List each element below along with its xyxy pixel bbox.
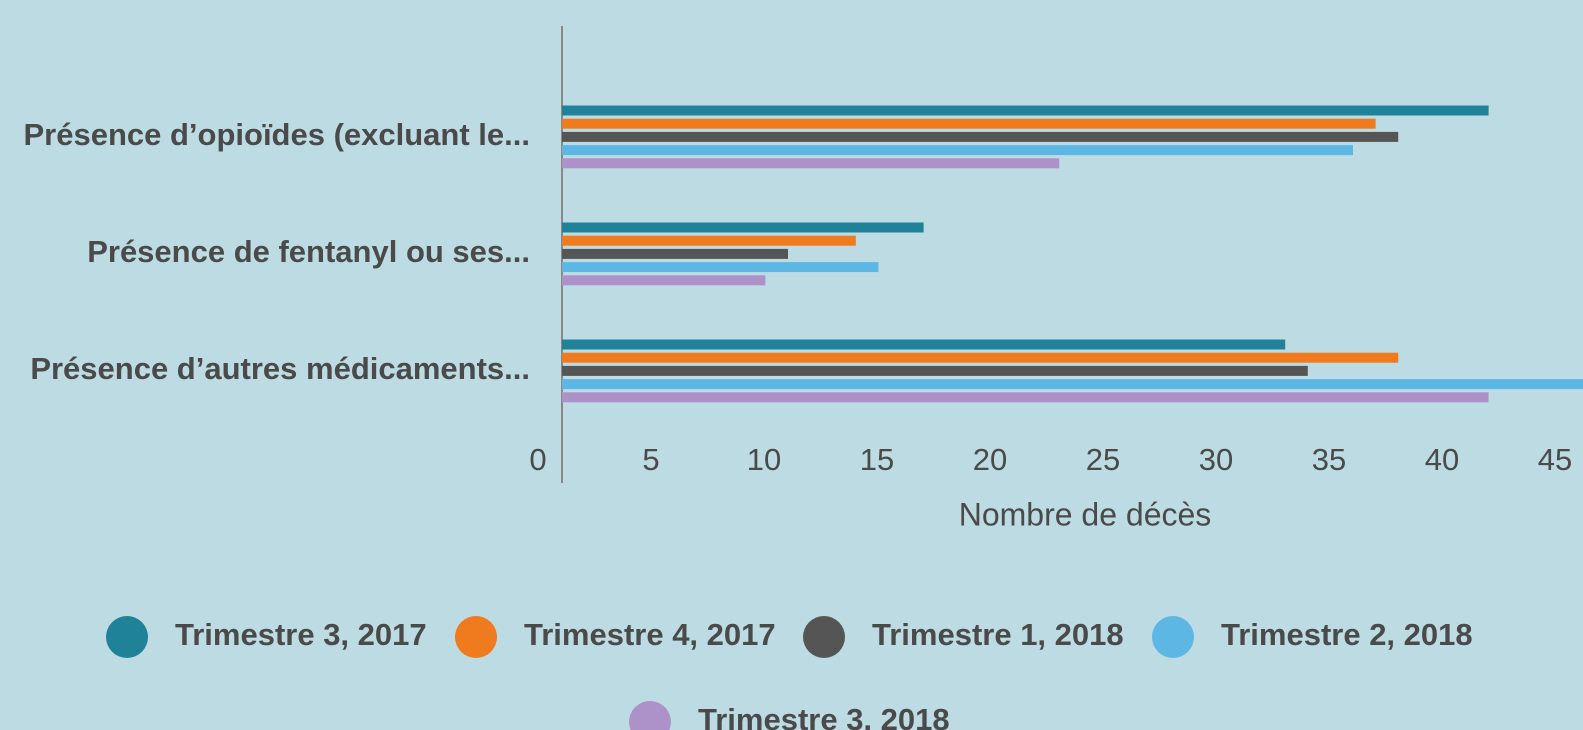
- x-tick-label: 15: [860, 442, 894, 477]
- y-tick-label: Présence de fentanyl ou ses...: [87, 234, 530, 269]
- y-tick-label: Présence d’opioïdes (excluant le...: [23, 117, 530, 152]
- bar: [562, 352, 1399, 363]
- bar: [562, 105, 1489, 116]
- legend-label: Trimestre 1, 2018: [872, 617, 1124, 652]
- bar: [562, 262, 879, 273]
- legend-swatch: [629, 701, 671, 730]
- legend-swatch: [455, 616, 497, 658]
- x-tick-label: 25: [1086, 442, 1120, 477]
- bar: [562, 145, 1353, 156]
- x-tick-label: 30: [1199, 442, 1233, 477]
- legend-label: Trimestre 3, 2018: [698, 702, 950, 730]
- x-tick-label: 0: [529, 442, 546, 477]
- bar: [562, 131, 1399, 142]
- legend-swatch: [1152, 616, 1194, 658]
- bar: [562, 222, 924, 233]
- legend-label: Trimestre 2, 2018: [1221, 617, 1473, 652]
- y-tick-label: Présence d’autres médicaments...: [30, 351, 530, 386]
- legend-swatch: [803, 616, 845, 658]
- x-tick-label: 40: [1425, 442, 1459, 477]
- legend-label: Trimestre 4, 2017: [524, 617, 776, 652]
- bar: [562, 365, 1308, 376]
- legend-label: Trimestre 3, 2017: [175, 617, 427, 652]
- bar: [562, 158, 1060, 169]
- bar: [562, 118, 1376, 129]
- bar: [562, 248, 788, 259]
- x-tick-label: 45: [1538, 442, 1572, 477]
- bar: [562, 339, 1286, 350]
- bar: [562, 392, 1489, 403]
- bar: [562, 235, 856, 246]
- legend-swatch: [106, 616, 148, 658]
- x-tick-label: 5: [642, 442, 659, 477]
- x-tick-label: 35: [1312, 442, 1346, 477]
- x-tick-label: 20: [973, 442, 1007, 477]
- x-axis-title: Nombre de décès: [959, 496, 1212, 532]
- x-tick-label: 10: [747, 442, 781, 477]
- bar: [562, 379, 1583, 390]
- bar: [562, 275, 766, 286]
